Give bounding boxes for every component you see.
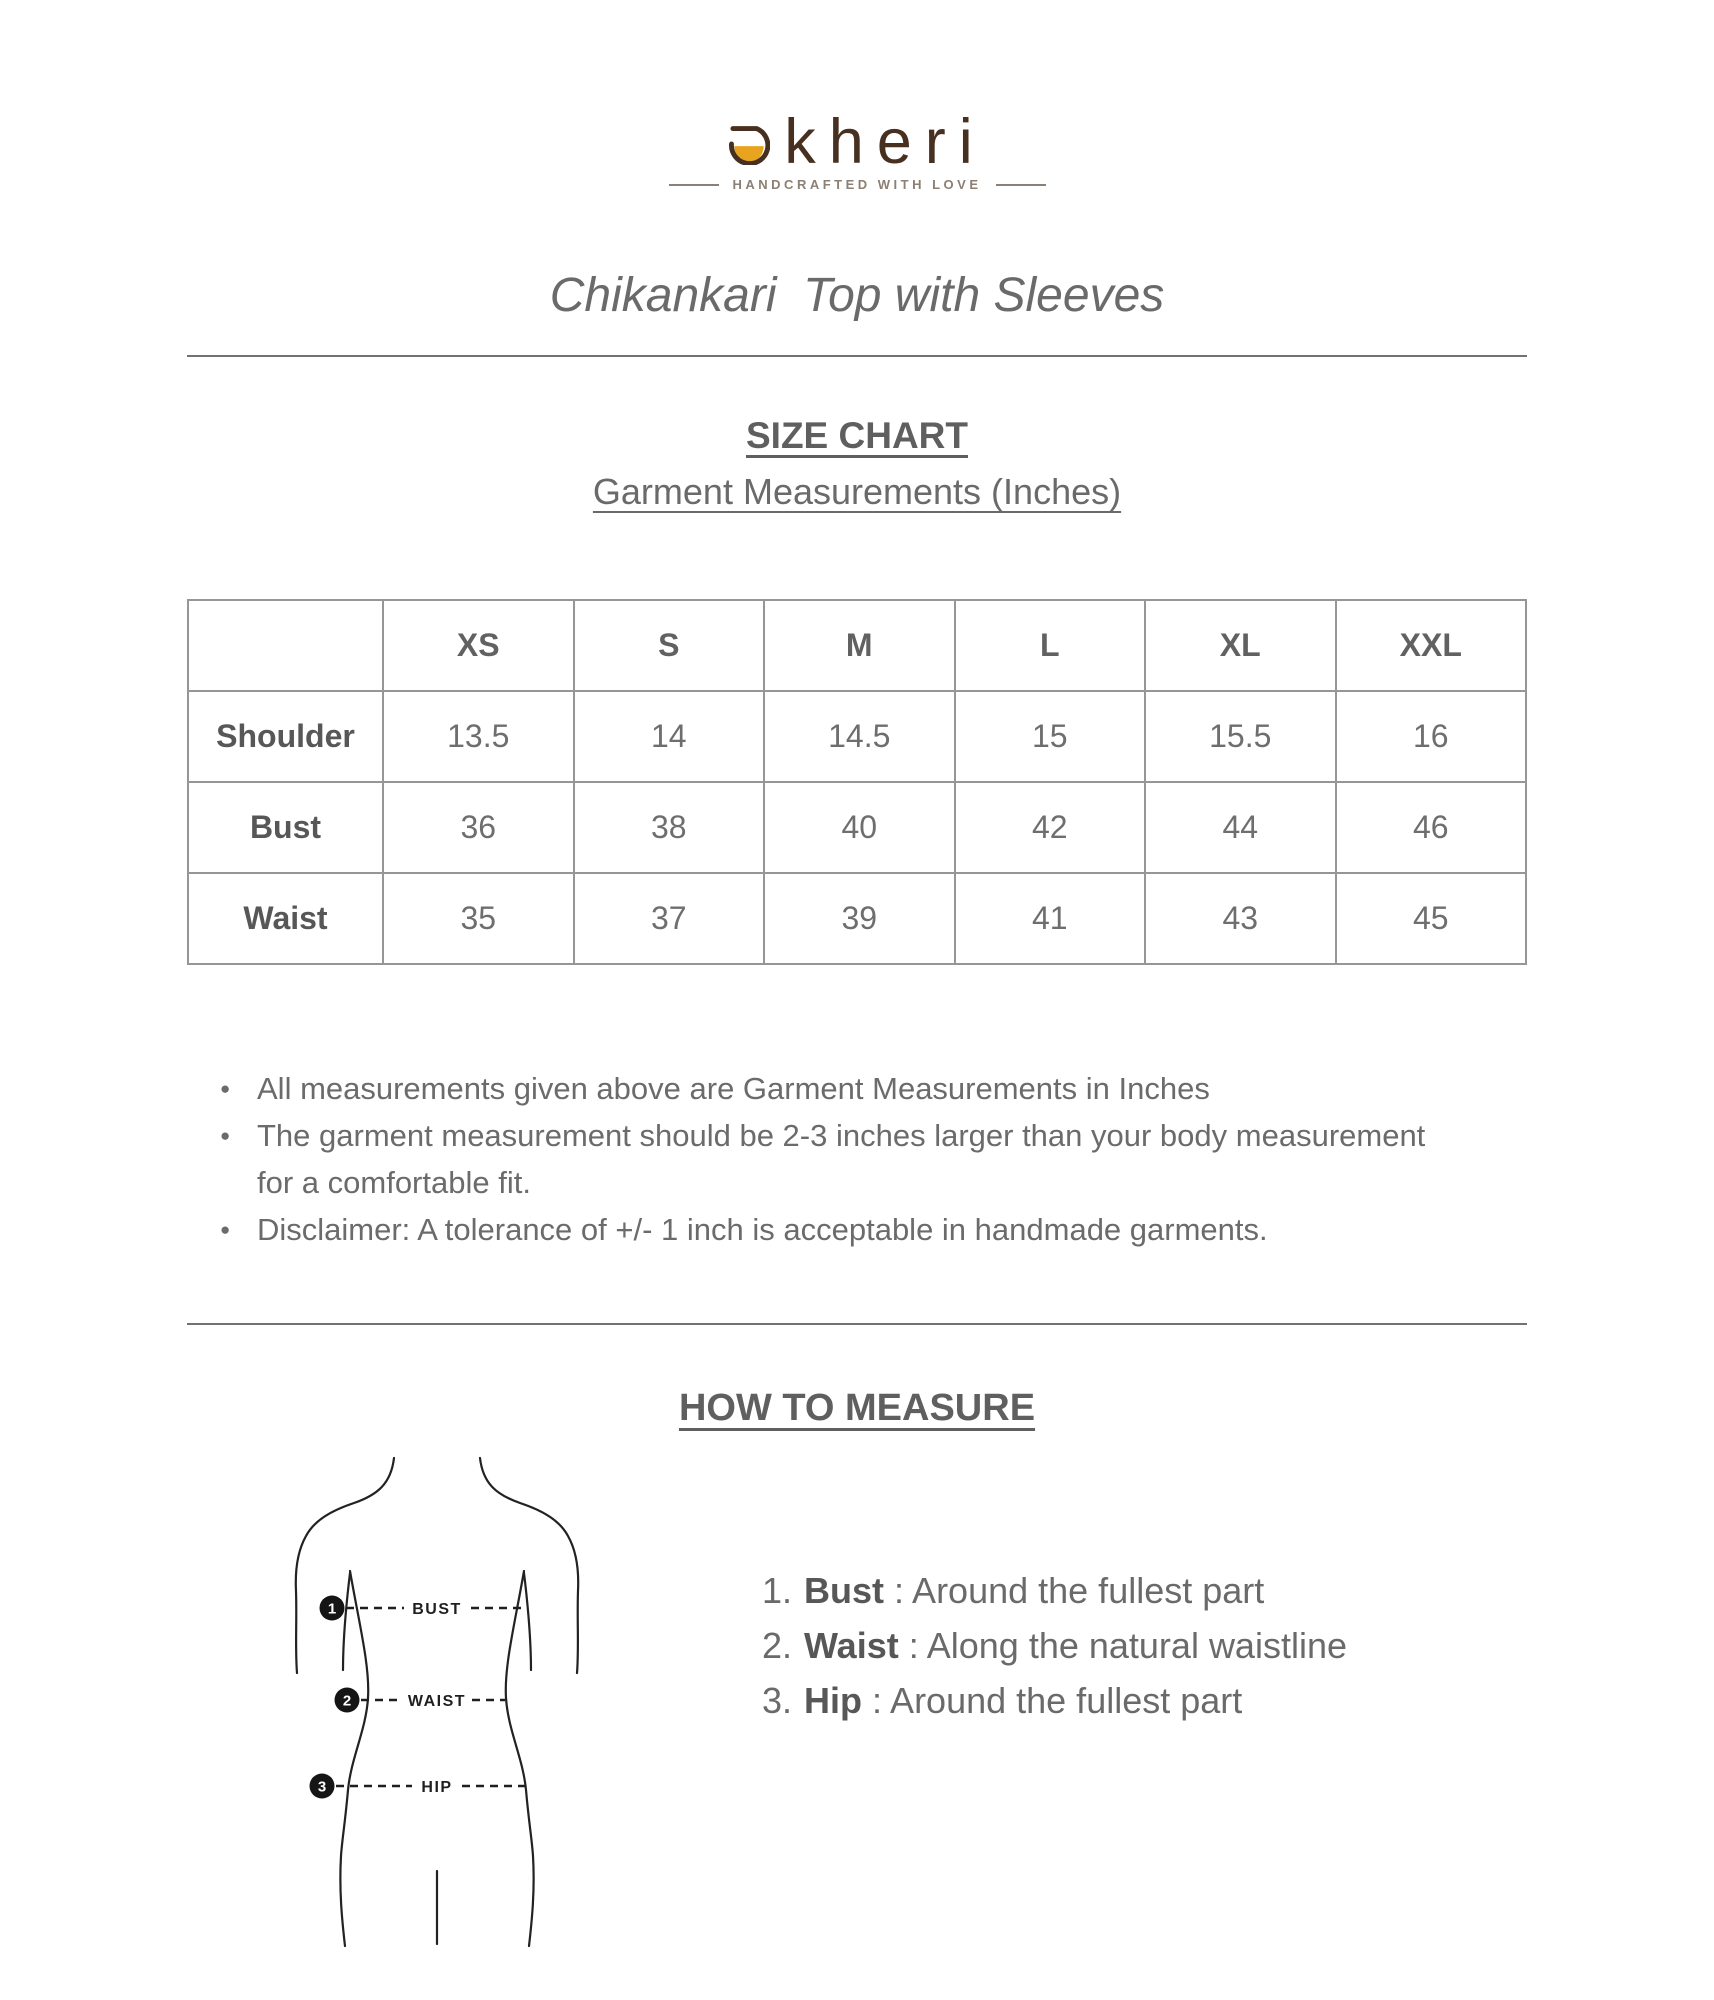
tagline-left-line xyxy=(668,183,719,186)
measurement-cell: 42 xyxy=(953,781,1146,875)
waist-number-badge xyxy=(334,1687,360,1713)
step-description: : Around the fullest part xyxy=(862,1680,1243,1722)
note-item: Disclaimer: A tolerance of +/- 1 inch is… xyxy=(220,1206,1427,1253)
note-item: The garment measurement should be 2-3 in… xyxy=(220,1112,1427,1206)
step-item-hip: 3. Hip : Around the fullest part xyxy=(762,1673,1347,1728)
brand-tagline: HANDCRAFTED WITH LOVE xyxy=(187,177,1527,192)
step-term: Waist xyxy=(804,1625,899,1667)
row-label-shoulder: Shoulder xyxy=(187,690,384,784)
bust-badge-number: 1 xyxy=(328,1601,336,1618)
measurement-cell: 44 xyxy=(1144,781,1337,875)
table-row-bust: Bust 36 38 40 42 44 46 xyxy=(187,781,1527,875)
measurement-cell: 14.5 xyxy=(763,690,956,784)
waist-badge-number: 2 xyxy=(343,1693,351,1710)
table-row-waist: Waist 35 37 39 41 43 45 xyxy=(187,872,1527,966)
body-measurement-diagram: BUST 1 WAIST 2 HIP 3 xyxy=(200,1438,650,1978)
step-term: Bust xyxy=(804,1570,885,1612)
tagline-right-line xyxy=(995,183,1046,186)
step-item-waist: 2. Waist : Along the natural waistline xyxy=(762,1618,1347,1673)
measurement-cell: 46 xyxy=(1334,781,1527,875)
step-description: : Around the fullest part xyxy=(884,1570,1265,1612)
size-column-header-xxl: XXL xyxy=(1334,599,1527,693)
measurement-cell: 36 xyxy=(382,781,575,875)
hip-badge-number: 3 xyxy=(318,1779,326,1796)
notes-list: All measurements given above are Garment… xyxy=(220,1065,1427,1253)
size-column-header-s: S xyxy=(572,599,765,693)
measurement-cell: 43 xyxy=(1144,872,1337,966)
bust-number-badge xyxy=(319,1595,345,1621)
step-number: 1. xyxy=(762,1570,793,1612)
measurement-cell: 45 xyxy=(1334,872,1527,966)
step-number: 2. xyxy=(762,1625,793,1667)
size-chart-heading: SIZE CHART xyxy=(746,415,968,457)
divider-top xyxy=(187,355,1527,358)
measurement-cell: 37 xyxy=(572,872,765,966)
product-title: Chikankari Top with Sleeves xyxy=(549,269,1165,323)
tagline-text: HANDCRAFTED WITH LOVE xyxy=(732,177,982,193)
size-column-header-m: M xyxy=(763,599,956,693)
note-item: All measurements given above are Garment… xyxy=(220,1065,1427,1112)
corner-cell xyxy=(187,599,384,693)
content-column: kheri HANDCRAFTED WITH LOVE Chikankari T… xyxy=(187,0,1527,1978)
bust-line-label: BUST xyxy=(412,1601,462,1618)
measurement-cell: 15.5 xyxy=(1144,690,1337,784)
size-column-header-xs: XS xyxy=(382,599,575,693)
step-number: 3. xyxy=(762,1680,793,1722)
row-label-bust: Bust xyxy=(187,781,384,875)
table-row-shoulder: Shoulder 13.5 14 14.5 15 15.5 16 xyxy=(187,690,1527,784)
size-column-header-xl: XL xyxy=(1144,599,1337,693)
how-to-measure-heading: HOW TO MEASURE xyxy=(678,1387,1036,1430)
measurement-cell: 39 xyxy=(763,872,956,966)
measurement-cell: 15 xyxy=(953,690,1146,784)
schwa-logo-icon xyxy=(729,126,771,166)
how-to-measure-section: BUST 1 WAIST 2 HIP 3 xyxy=(187,1438,1527,1978)
body-outline-figure-icon: BUST 1 WAIST 2 HIP 3 xyxy=(294,1457,580,1948)
measurement-cell: 14 xyxy=(572,690,765,784)
measure-steps-list: 1. Bust : Around the fullest part 2. Waist… xyxy=(762,1563,1347,1728)
measurement-cell: 13.5 xyxy=(382,690,575,784)
row-label-waist: Waist xyxy=(187,872,384,966)
measurement-cell: 38 xyxy=(572,781,765,875)
measurement-cell: 40 xyxy=(763,781,956,875)
measurement-cell: 41 xyxy=(953,872,1146,966)
step-term: Hip xyxy=(804,1680,863,1722)
hip-line-label: HIP xyxy=(421,1779,452,1796)
measurement-cell: 16 xyxy=(1334,690,1527,784)
brand-name: kheri xyxy=(784,107,986,177)
table-header-row: XS S M L XL XXL xyxy=(187,599,1527,693)
size-column-header-l: L xyxy=(953,599,1146,693)
step-description: : Along the natural waistline xyxy=(898,1625,1347,1667)
hip-number-badge xyxy=(309,1773,335,1799)
measurement-cell: 35 xyxy=(382,872,575,966)
size-chart-table: XS S M L XL XXL Shoulder 13.5 14 14.5 15… xyxy=(187,599,1527,966)
divider-bottom xyxy=(187,1323,1527,1326)
step-item-bust: 1. Bust : Around the fullest part xyxy=(762,1563,1347,1618)
brand-logo: kheri xyxy=(187,0,1527,177)
size-chart-subheading: Garment Measurements (Inches) xyxy=(592,471,1122,513)
waist-line-label: WAIST xyxy=(408,1693,466,1710)
